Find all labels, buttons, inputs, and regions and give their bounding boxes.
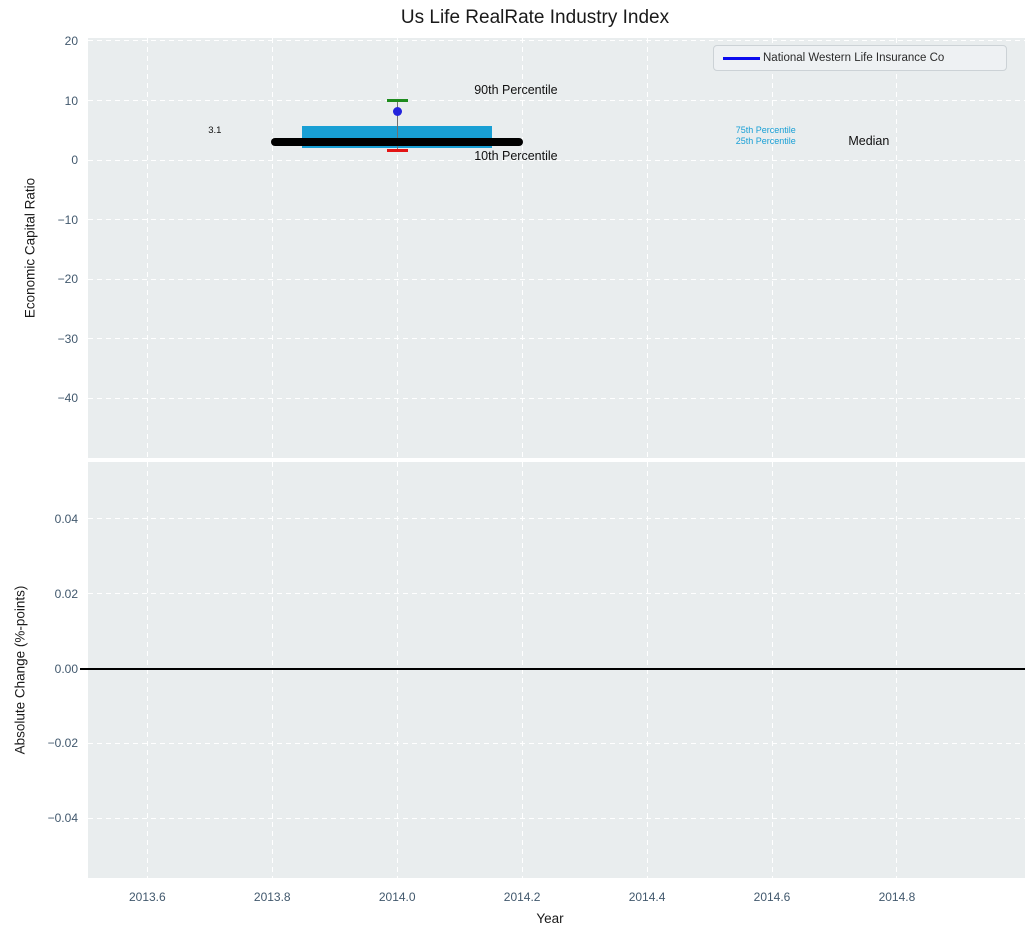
gridline-v	[146, 38, 148, 458]
annotation: 10th Percentile	[474, 149, 558, 164]
top-plot: 90th Percentile 10th Percentile 75th Perce…	[88, 38, 1025, 458]
x-tick-label: 2013.6	[128, 890, 166, 904]
gridline-h	[88, 397, 1025, 399]
y-tick-label: 0.02	[54, 586, 78, 601]
x-tick-label: 2013.8	[253, 890, 291, 904]
y-tick-label: −0.02	[47, 736, 78, 751]
annotation: 25th Percentile	[735, 135, 796, 146]
legend-label: National Western Life Insurance Co	[763, 52, 945, 64]
x-tick-label: 2014.0	[378, 890, 416, 904]
gridline-v	[396, 38, 398, 458]
annotation: 90th Percentile	[474, 83, 558, 98]
x-tick-label: 2014.2	[503, 890, 541, 904]
company-marker	[392, 106, 402, 116]
gridline-v	[646, 38, 648, 458]
y-tick-label: −10	[57, 212, 78, 227]
annotation: Median	[848, 133, 890, 148]
y-axis-label-top: Economic Capital Ratio	[22, 177, 38, 319]
bottom-plot	[80, 462, 1025, 878]
y-tick-label: −40	[57, 391, 78, 406]
gridline-v	[146, 462, 148, 878]
gridline-h	[88, 518, 1025, 520]
y-tick-label: −30	[57, 331, 78, 346]
gridline-v	[271, 38, 273, 458]
y-tick-label: −20	[57, 272, 78, 287]
gridline-h	[88, 40, 1025, 42]
x-tick-label: 2014.8	[878, 890, 916, 904]
gridline-h	[88, 742, 1025, 744]
legend: National Western Life Insurance Co	[713, 45, 1007, 71]
gridline-h	[88, 593, 1025, 595]
gridline-h	[88, 219, 1025, 221]
gridline-v	[271, 462, 273, 878]
y-tick-label: 0.00	[54, 661, 78, 676]
y-tick-label: 10	[64, 93, 78, 108]
x-tick-label: 2014.6	[753, 890, 791, 904]
gridline-h	[88, 100, 1025, 102]
gridline-h	[88, 159, 1025, 161]
zero-line	[80, 667, 1025, 670]
gridline-v	[771, 462, 773, 878]
annotation: 75th Percentile	[735, 124, 796, 135]
whisker-line	[396, 100, 398, 150]
annotation: 3.1	[208, 124, 222, 136]
gridline-v	[396, 462, 398, 878]
y-tick-label: 0	[71, 153, 78, 168]
gridline-h	[88, 817, 1025, 819]
chart-title: Us Life RealRate Industry Index	[400, 7, 670, 28]
gridline-v	[521, 462, 523, 878]
y-tick-label: −0.04	[47, 811, 78, 826]
gridline-v	[771, 38, 773, 458]
y-tick-label: 0.04	[54, 511, 78, 526]
gridline-v	[646, 462, 648, 878]
median-line	[271, 137, 524, 146]
legend-line-icon	[723, 57, 760, 60]
x-axis-label: Year	[536, 911, 564, 926]
p10-cap	[386, 148, 408, 152]
y-tick-label: 20	[64, 33, 78, 48]
gridline-v	[521, 38, 523, 458]
gridline-v	[896, 462, 898, 878]
x-tick-label: 2014.4	[628, 890, 666, 904]
p90-cap	[386, 99, 408, 103]
gridline-h	[88, 338, 1025, 340]
gridline-h	[88, 278, 1025, 280]
gridline-v	[896, 38, 898, 458]
